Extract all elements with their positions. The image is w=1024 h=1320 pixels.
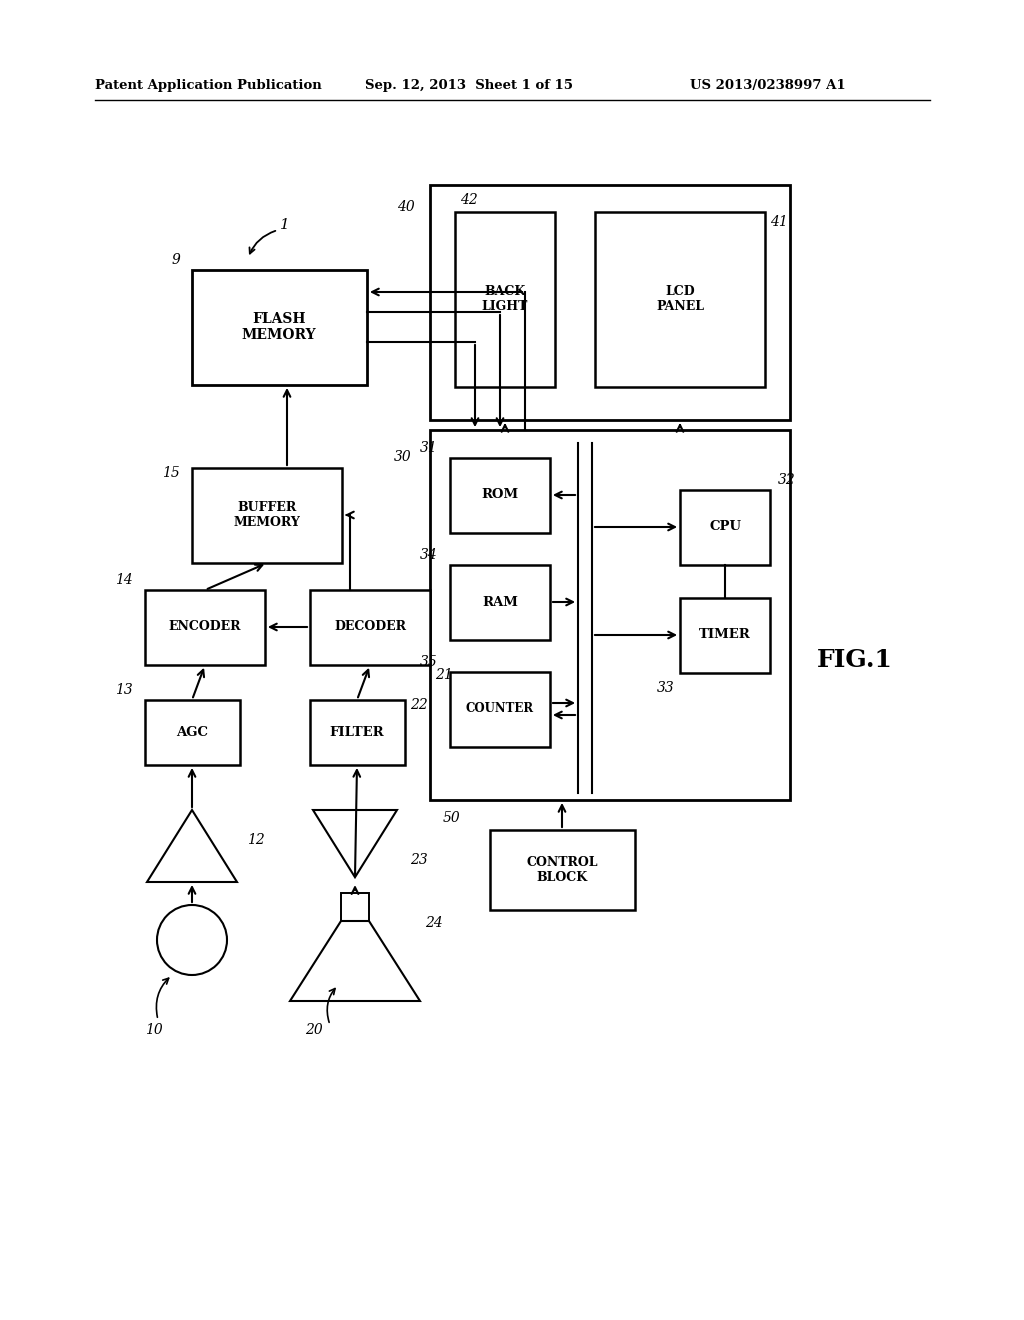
Text: 32: 32 bbox=[778, 473, 796, 487]
Text: 9: 9 bbox=[171, 253, 180, 267]
Bar bbox=[455, 213, 555, 387]
Text: FIG.1: FIG.1 bbox=[817, 648, 893, 672]
Bar bbox=[145, 700, 240, 766]
Text: COUNTER: COUNTER bbox=[466, 702, 535, 715]
Text: 24: 24 bbox=[425, 916, 442, 931]
Text: ROM: ROM bbox=[481, 488, 518, 502]
Text: ENCODER: ENCODER bbox=[169, 620, 242, 634]
Bar bbox=[450, 672, 550, 747]
Bar bbox=[680, 598, 770, 673]
Bar bbox=[430, 185, 790, 420]
Text: CONTROL
BLOCK: CONTROL BLOCK bbox=[526, 855, 598, 884]
Text: 12: 12 bbox=[247, 833, 265, 847]
Text: 13: 13 bbox=[116, 682, 133, 697]
Text: TIMER: TIMER bbox=[699, 628, 751, 642]
Bar bbox=[341, 894, 369, 921]
Text: BUFFER
MEMORY: BUFFER MEMORY bbox=[233, 502, 300, 529]
Bar bbox=[145, 590, 265, 665]
Text: CPU: CPU bbox=[709, 520, 741, 533]
Text: 41: 41 bbox=[770, 215, 787, 228]
Text: 21: 21 bbox=[435, 668, 453, 682]
Text: 40: 40 bbox=[397, 201, 415, 214]
Text: BACK
LIGHT: BACK LIGHT bbox=[482, 285, 528, 313]
Text: DECODER: DECODER bbox=[334, 620, 406, 634]
Text: US 2013/0238997 A1: US 2013/0238997 A1 bbox=[690, 78, 846, 91]
Text: Sep. 12, 2013  Sheet 1 of 15: Sep. 12, 2013 Sheet 1 of 15 bbox=[365, 78, 573, 91]
Text: AGC: AGC bbox=[176, 726, 208, 738]
Bar bbox=[450, 458, 550, 533]
Text: 22: 22 bbox=[410, 698, 428, 711]
Bar bbox=[193, 469, 342, 564]
Text: 23: 23 bbox=[410, 853, 428, 867]
Text: 42: 42 bbox=[460, 193, 478, 207]
Bar bbox=[310, 590, 430, 665]
Text: Patent Application Publication: Patent Application Publication bbox=[95, 78, 322, 91]
Bar bbox=[680, 490, 770, 565]
Text: 14: 14 bbox=[116, 573, 133, 587]
Text: 35: 35 bbox=[420, 655, 438, 669]
Text: 50: 50 bbox=[442, 810, 460, 825]
Text: 20: 20 bbox=[305, 1023, 323, 1038]
Text: FLASH
MEMORY: FLASH MEMORY bbox=[242, 312, 316, 342]
Text: 30: 30 bbox=[394, 450, 412, 465]
Text: 1: 1 bbox=[281, 218, 290, 232]
Text: 10: 10 bbox=[145, 1023, 163, 1038]
Bar bbox=[430, 430, 790, 800]
Text: 34: 34 bbox=[420, 548, 438, 562]
Text: FILTER: FILTER bbox=[330, 726, 384, 738]
Text: 33: 33 bbox=[657, 681, 675, 696]
Text: LCD
PANEL: LCD PANEL bbox=[656, 285, 705, 313]
Bar bbox=[310, 700, 406, 766]
Bar bbox=[450, 565, 550, 640]
Text: RAM: RAM bbox=[482, 595, 518, 609]
Text: 31: 31 bbox=[420, 441, 438, 455]
Bar bbox=[490, 830, 635, 909]
Bar bbox=[193, 271, 367, 385]
Bar bbox=[595, 213, 765, 387]
Text: 15: 15 bbox=[162, 466, 180, 480]
